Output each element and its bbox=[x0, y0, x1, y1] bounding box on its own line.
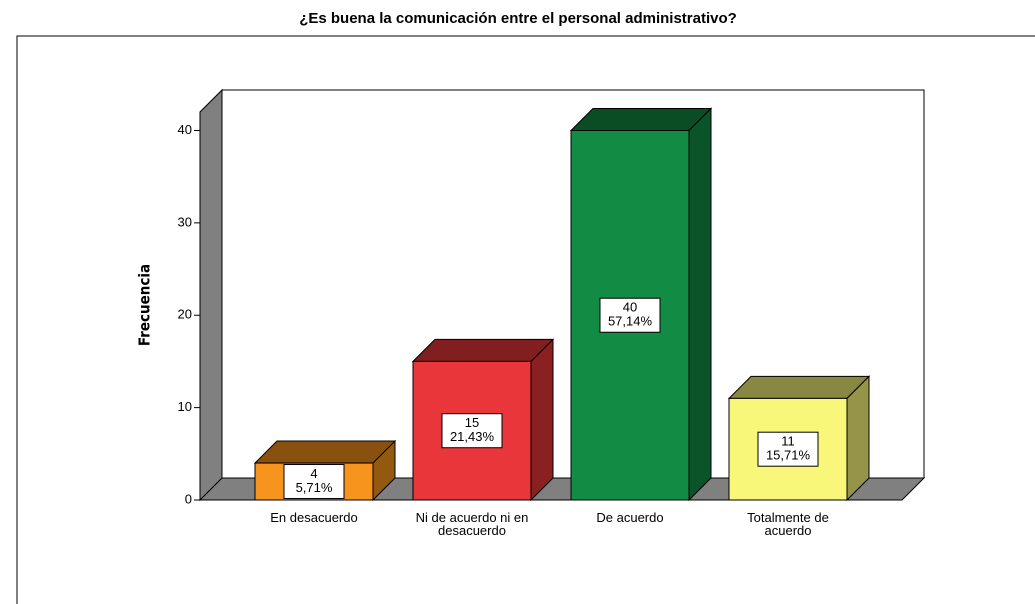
bar-top bbox=[411, 338, 555, 362]
value-label: 11 bbox=[781, 434, 795, 449]
bar-top bbox=[727, 375, 871, 399]
value-label-box bbox=[599, 297, 661, 333]
y-tick-label: 40 bbox=[178, 122, 192, 137]
y-tick-label: 0 bbox=[185, 491, 192, 506]
y-axis-label: Frecuencia bbox=[136, 264, 154, 346]
side-wall bbox=[199, 88, 223, 502]
percent-label: 57,14% bbox=[608, 314, 653, 329]
percent-label: 15,71% bbox=[766, 448, 811, 463]
bar-side bbox=[846, 375, 870, 502]
y-tick-label: 10 bbox=[178, 399, 192, 414]
value-label: 40 bbox=[623, 300, 637, 315]
value-label-box bbox=[757, 431, 819, 467]
bar-top bbox=[569, 107, 713, 131]
bar-side bbox=[688, 107, 712, 502]
value-label-box bbox=[441, 413, 503, 449]
bar-top bbox=[253, 440, 397, 464]
frame bbox=[16, 35, 1035, 604]
value-label: 15 bbox=[465, 415, 479, 430]
x-tick-label: Totalmente de acuerdo bbox=[747, 510, 829, 538]
value-label-box bbox=[283, 464, 345, 500]
percent-label: 5,71% bbox=[296, 480, 333, 495]
x-tick-label: En desacuerdo bbox=[270, 510, 358, 525]
bar-side bbox=[530, 338, 554, 502]
chart-title: ¿Es buena la comunicación entre el perso… bbox=[299, 10, 737, 27]
value-label: 4 bbox=[310, 466, 317, 481]
x-tick-label: De acuerdo bbox=[596, 510, 664, 525]
bar bbox=[412, 360, 532, 501]
y-tick-label: 30 bbox=[178, 214, 192, 229]
percent-label: 21,43% bbox=[450, 429, 495, 444]
x-tick-label: Ni de acuerdo ni en desacuerdo bbox=[415, 510, 529, 538]
y-tick-label: 20 bbox=[178, 307, 192, 322]
